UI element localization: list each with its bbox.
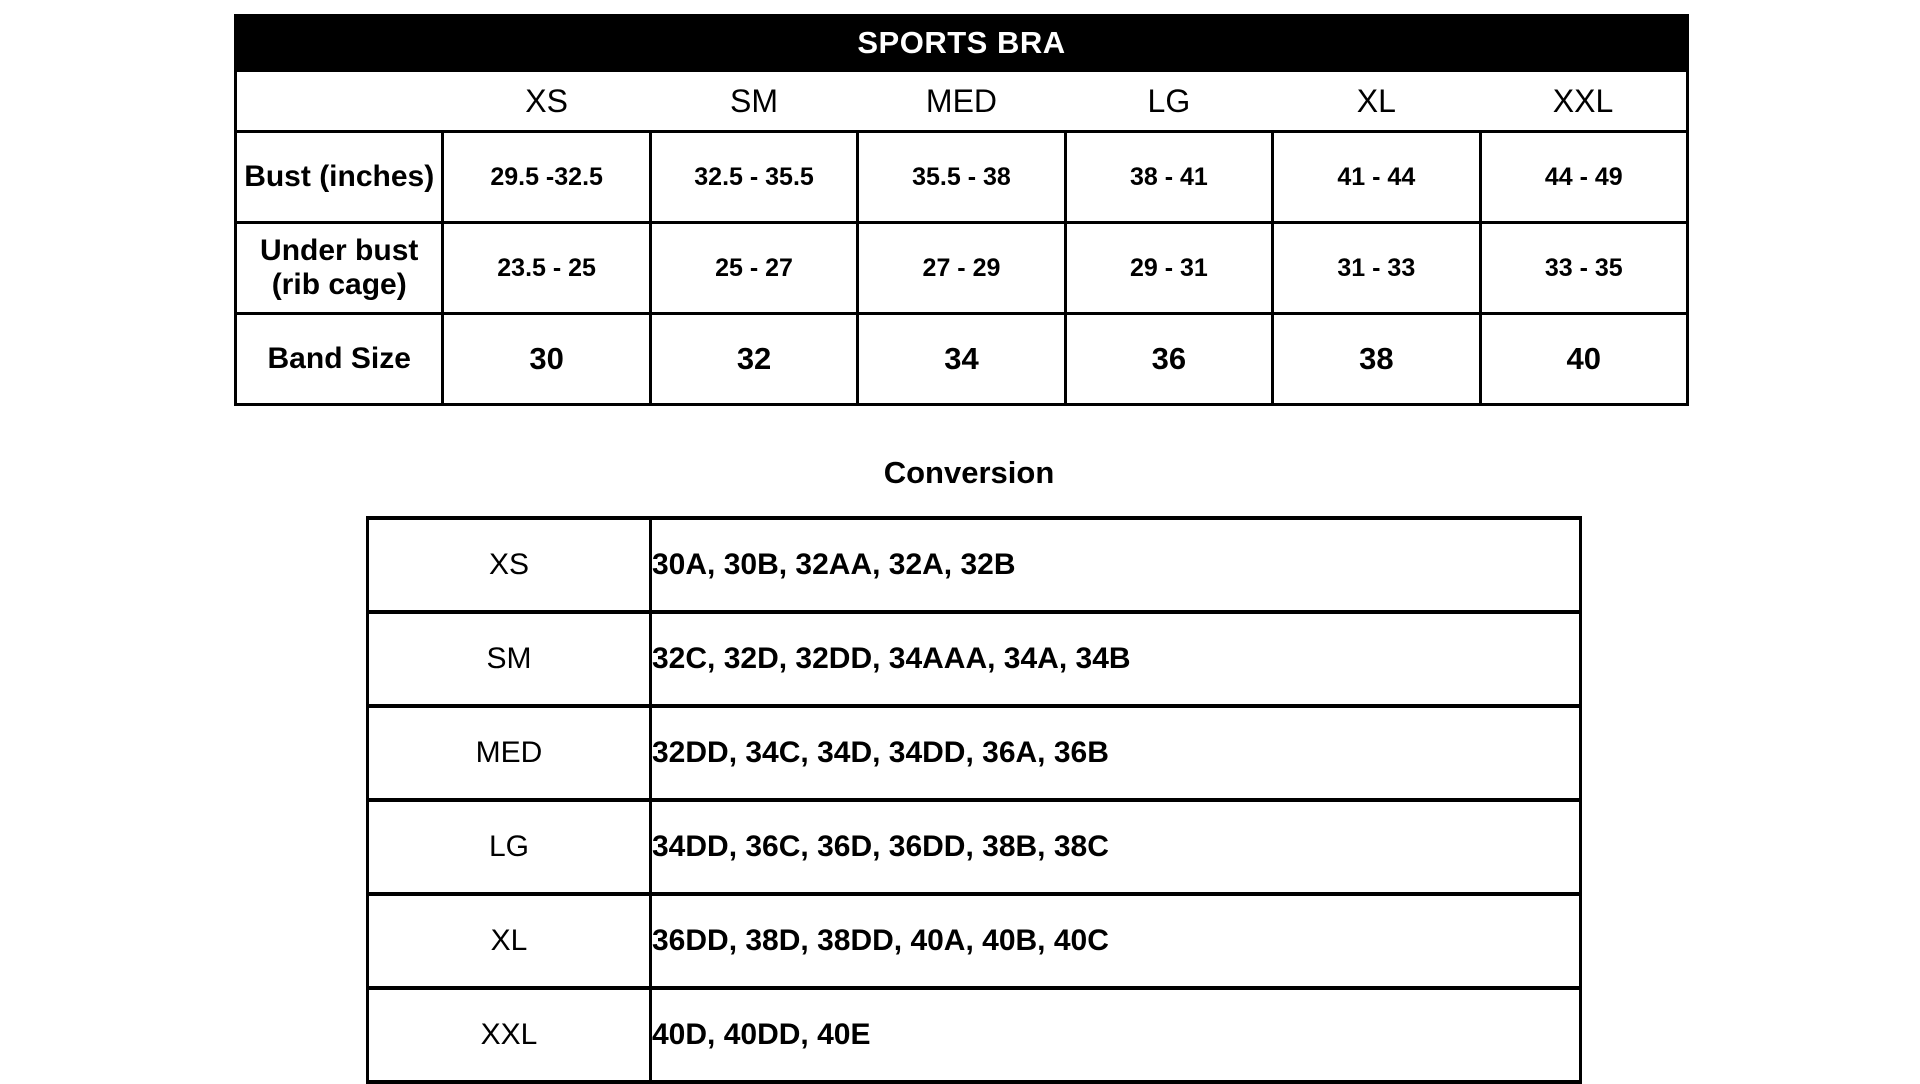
table-row: LG 34DD, 36C, 36D, 36DD, 38B, 38C (366, 798, 1582, 896)
conversion-bra-sizes-lg: 34DD, 36C, 36D, 36DD, 38B, 38C (649, 798, 1582, 896)
conversion-size-med: MED (366, 704, 652, 802)
size-header-row: XS SM MED LG XL XXL (233, 70, 1690, 132)
under-bust-value-xxl: 33 - 35 (1478, 221, 1690, 315)
sports-bra-size-table-container: SPORTS BRA XS SM MED LG XL XXL Bust (inc… (233, 14, 1690, 406)
conversion-heading: Conversion (0, 455, 1920, 491)
row-label-band-size: Band Size (233, 312, 445, 406)
size-header-sm: SM (650, 70, 858, 132)
conversion-bra-sizes-xl: 36DD, 38D, 38DD, 40A, 40B, 40C (649, 892, 1582, 990)
table-row: XS 30A, 30B, 32AA, 32A, 32B (366, 516, 1582, 614)
under-bust-value-med: 27 - 29 (856, 221, 1067, 315)
under-bust-value-xl: 31 - 33 (1271, 221, 1482, 315)
bust-value-sm: 32.5 - 35.5 (648, 130, 860, 224)
table-title-row: SPORTS BRA (234, 14, 1689, 72)
bust-value-xxl: 44 - 49 (1478, 130, 1690, 224)
conversion-heading-text: Conversion (883, 455, 1055, 490)
sports-bra-title: SPORTS BRA (234, 14, 1689, 72)
band-size-value-xl: 38 (1271, 312, 1482, 406)
conversion-bra-sizes-xxl: 40D, 40DD, 40E (649, 986, 1582, 1084)
row-label-under-bust: Under bust (rib cage) (233, 221, 445, 315)
conversion-bra-sizes-sm: 32C, 32D, 32DD, 34AAA, 34A, 34B (649, 610, 1582, 708)
under-bust-value-xs: 23.5 - 25 (441, 221, 652, 315)
under-bust-value-lg: 29 - 31 (1063, 221, 1275, 315)
bust-value-med: 35.5 - 38 (856, 130, 1067, 224)
band-size-value-med: 34 (856, 312, 1067, 406)
table-row: MED 32DD, 34C, 34D, 34DD, 36A, 36B (366, 704, 1582, 802)
conversion-size-lg: LG (366, 798, 652, 896)
band-size-value-sm: 32 (648, 312, 860, 406)
size-header-xl: XL (1272, 70, 1481, 132)
band-size-value-xxl: 40 (1478, 312, 1690, 406)
table-row: Under bust (rib cage) 23.5 - 25 25 - 27 … (233, 221, 1690, 315)
size-header-lg: LG (1065, 70, 1273, 132)
table-row: XXL 40D, 40DD, 40E (366, 986, 1582, 1084)
table-row: Band Size 30 32 34 36 38 40 (233, 312, 1690, 406)
band-size-value-lg: 36 (1063, 312, 1275, 406)
conversion-bra-sizes-xs: 30A, 30B, 32AA, 32A, 32B (649, 516, 1582, 614)
size-header-xs: XS (442, 70, 651, 132)
table-row: Bust (inches) 29.5 -32.5 32.5 - 35.5 35.… (233, 130, 1690, 224)
table-row: SM 32C, 32D, 32DD, 34AAA, 34A, 34B (366, 610, 1582, 708)
size-header-med: MED (857, 70, 1066, 132)
conversion-size-xs: XS (366, 516, 652, 614)
bust-value-lg: 38 - 41 (1063, 130, 1275, 224)
bust-value-xl: 41 - 44 (1271, 130, 1482, 224)
conversion-bra-sizes-med: 32DD, 34C, 34D, 34DD, 36A, 36B (649, 704, 1582, 802)
conversion-size-xxl: XXL (366, 986, 652, 1084)
size-header-xxl: XXL (1480, 70, 1690, 132)
conversion-table: XS 30A, 30B, 32AA, 32A, 32B SM 32C, 32D,… (366, 516, 1582, 1084)
row-label-bust: Bust (inches) (233, 130, 445, 224)
bust-value-xs: 29.5 -32.5 (441, 130, 652, 224)
size-header-blank-cell (233, 70, 443, 132)
conversion-table-container: XS 30A, 30B, 32AA, 32A, 32B SM 32C, 32D,… (366, 516, 1582, 1084)
under-bust-value-sm: 25 - 27 (648, 221, 860, 315)
conversion-size-xl: XL (366, 892, 652, 990)
table-row: XL 36DD, 38D, 38DD, 40A, 40B, 40C (366, 892, 1582, 990)
band-size-value-xs: 30 (441, 312, 652, 406)
conversion-size-sm: SM (366, 610, 652, 708)
sports-bra-size-table: SPORTS BRA XS SM MED LG XL XXL Bust (inc… (233, 14, 1690, 406)
